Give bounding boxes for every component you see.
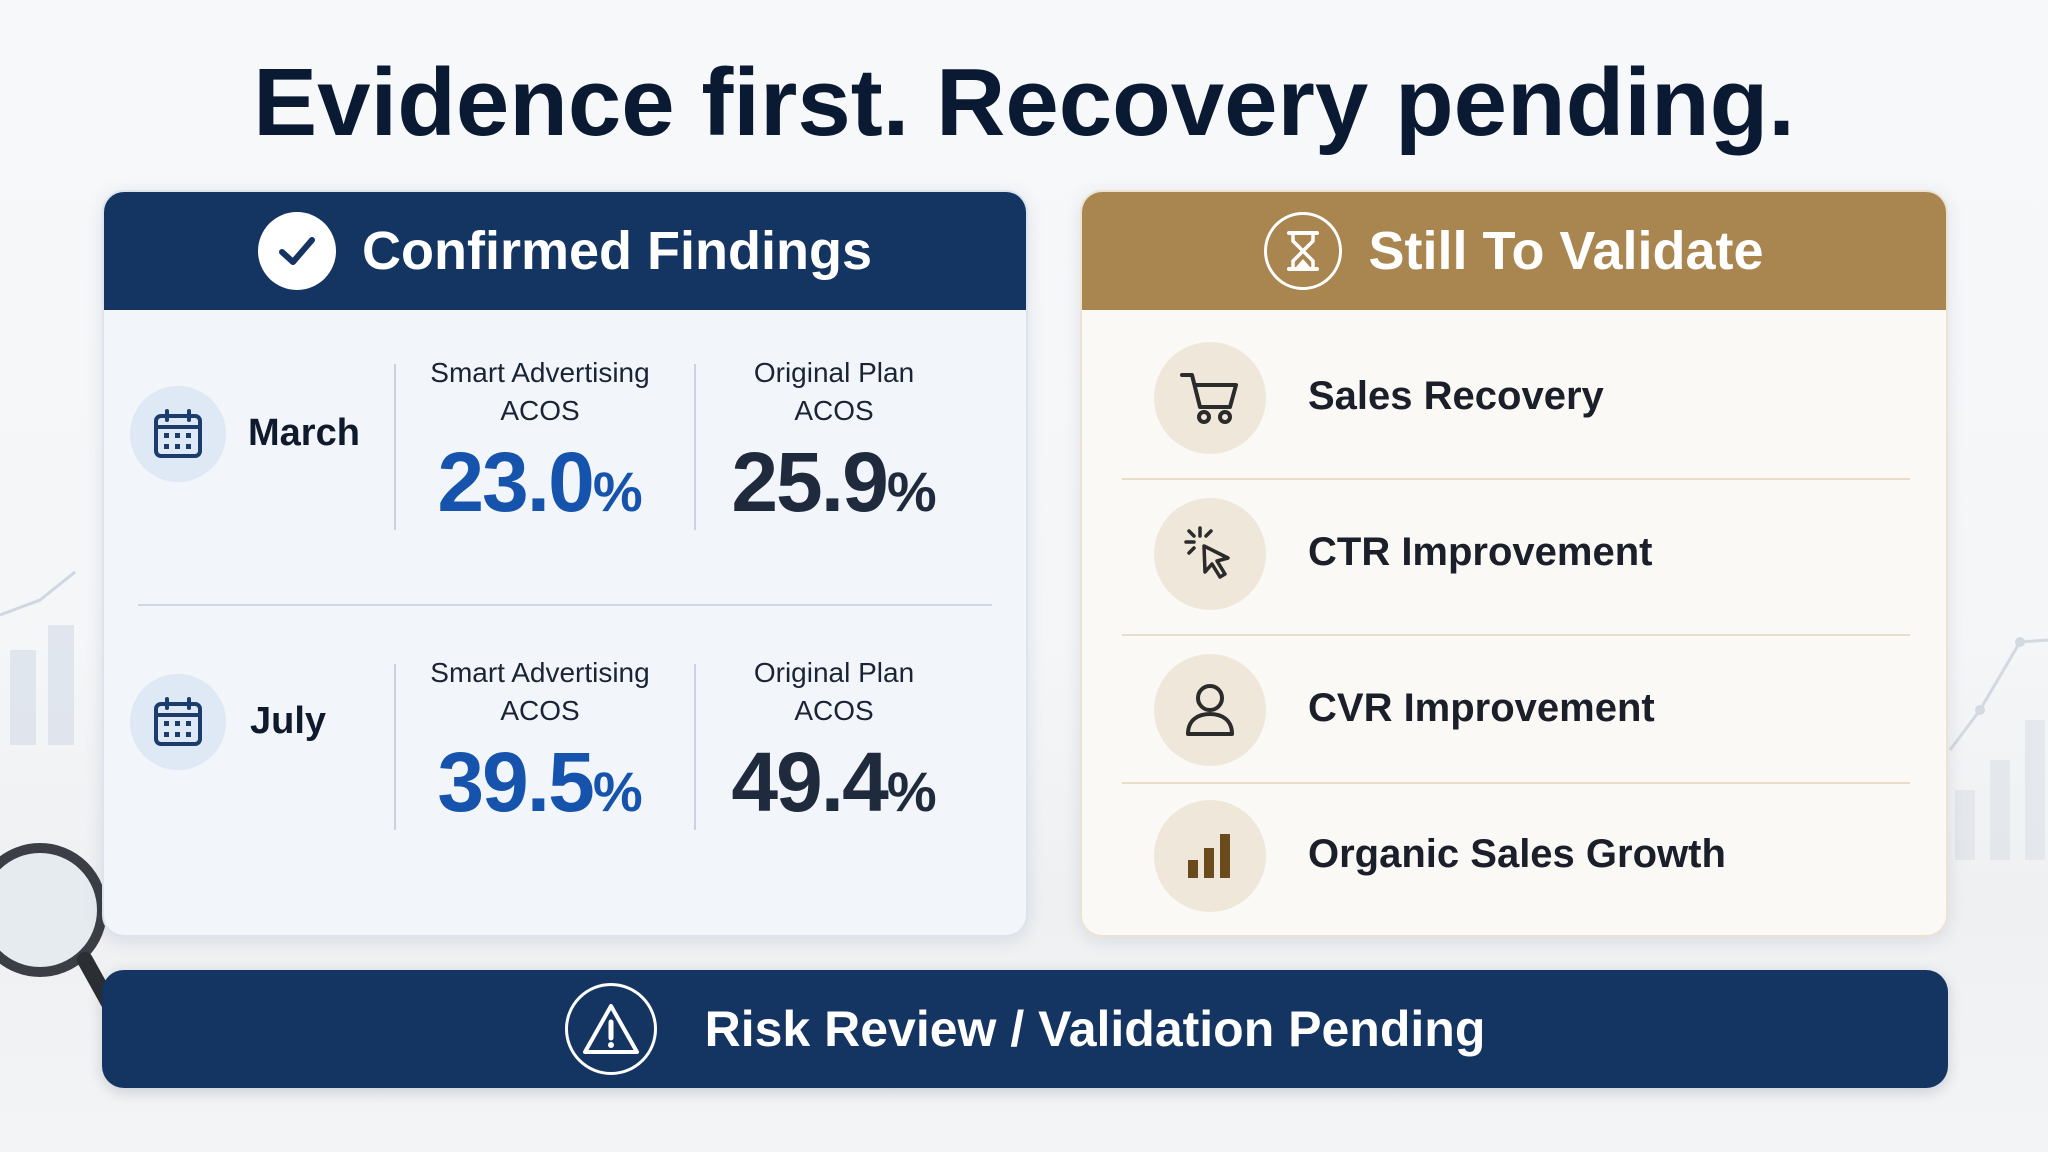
divider bbox=[694, 664, 696, 830]
finding-row-july: July Smart Advertising ACOS 39.5% Origin… bbox=[104, 644, 1026, 894]
warning-triangle-icon bbox=[564, 983, 657, 1075]
validate-item: CTR Improvement bbox=[1122, 498, 1910, 618]
original-acos-value: 49.4% bbox=[731, 735, 937, 829]
hourglass-icon bbox=[1264, 212, 1343, 290]
bar-chart-icon bbox=[1154, 800, 1266, 912]
confirmed-findings-panel: Confirmed Findings March Smart Advertisi… bbox=[102, 190, 1028, 937]
risk-review-banner: Risk Review / Validation Pending bbox=[102, 970, 1948, 1088]
validate-item: CVR Improvement bbox=[1122, 654, 1910, 774]
validate-item-label: CVR Improvement bbox=[1308, 686, 1655, 730]
finding-row-march: March Smart Advertising ACOS 23.0% Origi… bbox=[104, 342, 1026, 592]
divider bbox=[694, 364, 696, 530]
validate-item: Organic Sales Growth bbox=[1122, 800, 1910, 920]
confirmed-findings-title: Confirmed Findings bbox=[362, 221, 872, 281]
cursor-click-icon bbox=[1154, 498, 1266, 610]
smart-acos-label: Smart Advertising ACOS bbox=[430, 357, 650, 426]
magnifier-decoration bbox=[0, 843, 118, 1013]
risk-review-text: Risk Review / Validation Pending bbox=[704, 1001, 1486, 1057]
calendar-icon bbox=[130, 386, 226, 482]
month-label: July bbox=[250, 700, 327, 742]
row-divider bbox=[138, 604, 992, 606]
smart-acos-value: 39.5% bbox=[437, 735, 643, 829]
validate-item-label: Sales Recovery bbox=[1308, 374, 1604, 418]
still-to-validate-header: Still To Validate bbox=[1082, 192, 1946, 310]
divider bbox=[394, 364, 396, 530]
validate-item-label: Organic Sales Growth bbox=[1308, 832, 1726, 876]
divider bbox=[394, 664, 396, 830]
smart-acos-label: Smart Advertising ACOS bbox=[430, 657, 650, 726]
original-acos-value: 25.9% bbox=[731, 435, 937, 529]
page-title: Evidence first. Recovery pending. bbox=[253, 49, 1795, 156]
validate-item-label: CTR Improvement bbox=[1308, 530, 1653, 574]
still-to-validate-title: Still To Validate bbox=[1368, 221, 1764, 281]
validate-item: Sales Recovery bbox=[1122, 342, 1910, 462]
smart-acos-value: 23.0% bbox=[437, 435, 643, 529]
month-label: March bbox=[248, 412, 360, 454]
user-icon bbox=[1154, 654, 1266, 766]
still-to-validate-panel: Still To Validate Sales Recovery CTR Imp… bbox=[1080, 190, 1948, 937]
item-divider bbox=[1122, 478, 1910, 480]
shopping-cart-icon bbox=[1154, 342, 1266, 454]
check-circle-icon bbox=[258, 212, 337, 290]
confirmed-findings-header: Confirmed Findings bbox=[104, 192, 1026, 310]
original-acos-label: Original Plan ACOS bbox=[753, 657, 915, 726]
original-acos-label: Original Plan ACOS bbox=[753, 357, 915, 426]
item-divider bbox=[1122, 634, 1910, 636]
item-divider bbox=[1122, 782, 1910, 784]
calendar-icon bbox=[130, 674, 226, 770]
